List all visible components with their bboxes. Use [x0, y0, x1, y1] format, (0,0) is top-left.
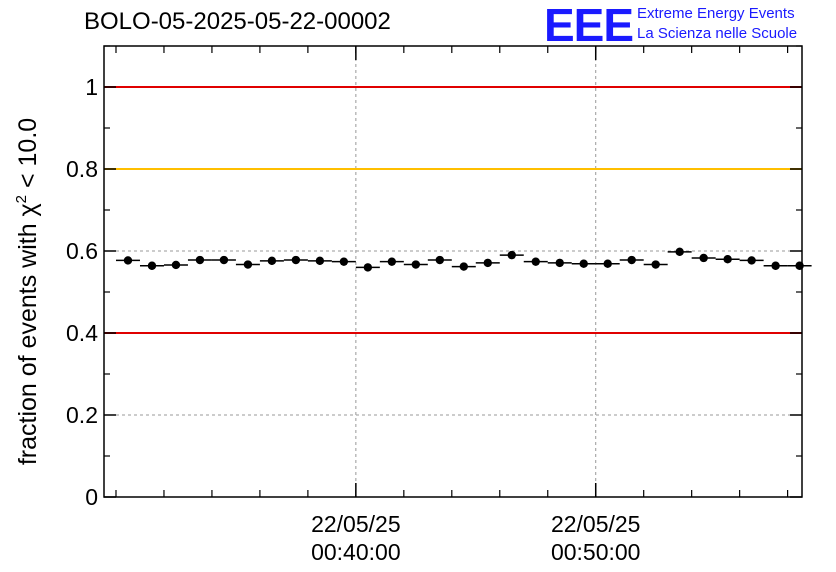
- x-tick-label-date: 22/05/25: [551, 511, 641, 537]
- data-point: [699, 253, 708, 263]
- x-tick-label-time: 00:50:00: [551, 539, 641, 565]
- eee-logo-mark: EEE: [544, 0, 634, 51]
- data-point: [339, 257, 349, 266]
- data-point: [147, 261, 157, 270]
- x-tick-label-time: 00:40:00: [311, 539, 401, 565]
- data-point: [555, 258, 564, 268]
- y-tick-label: 1: [85, 74, 98, 100]
- y-tick-label: 0.2: [66, 402, 98, 428]
- x-tick-label-date: 22/05/25: [311, 511, 401, 537]
- data-point: [651, 260, 660, 269]
- data-point: [267, 256, 277, 266]
- run-title: BOLO-05-2025-05-22-00002: [84, 8, 391, 35]
- logo-line-1: Extreme Energy Events: [637, 5, 795, 22]
- y-tick-label: 0: [85, 484, 98, 510]
- data-point: [219, 255, 229, 265]
- data-point: [363, 263, 373, 272]
- y-tick-label: 0.6: [66, 238, 98, 264]
- data-point: [459, 262, 468, 271]
- data-point: [603, 259, 612, 268]
- data-point: [171, 260, 181, 270]
- data-point: [195, 255, 205, 265]
- data-point: [675, 247, 684, 257]
- data-point: [387, 257, 397, 266]
- plot-frame: [103, 45, 803, 498]
- data-point: [747, 256, 756, 265]
- data-point: [411, 260, 421, 269]
- data-point: [795, 261, 804, 270]
- data-point: [243, 260, 253, 269]
- y-axis-label: fraction of events with χ2 < 10.0: [13, 118, 42, 465]
- data-point: [291, 255, 301, 265]
- data-point: [507, 250, 516, 260]
- data-point: [483, 258, 492, 268]
- data-point: [579, 259, 588, 268]
- data-point: [531, 257, 540, 266]
- data-point: [123, 256, 133, 265]
- y-tick-label: 0.8: [66, 156, 98, 182]
- data-point: [315, 256, 325, 266]
- data-point: [435, 255, 445, 265]
- data-point: [771, 261, 780, 270]
- data-point: [627, 255, 636, 265]
- logo-line-2: La Scienza nelle Scuole: [637, 25, 798, 42]
- y-tick-label: 0.4: [66, 320, 98, 346]
- data-point: [723, 255, 732, 264]
